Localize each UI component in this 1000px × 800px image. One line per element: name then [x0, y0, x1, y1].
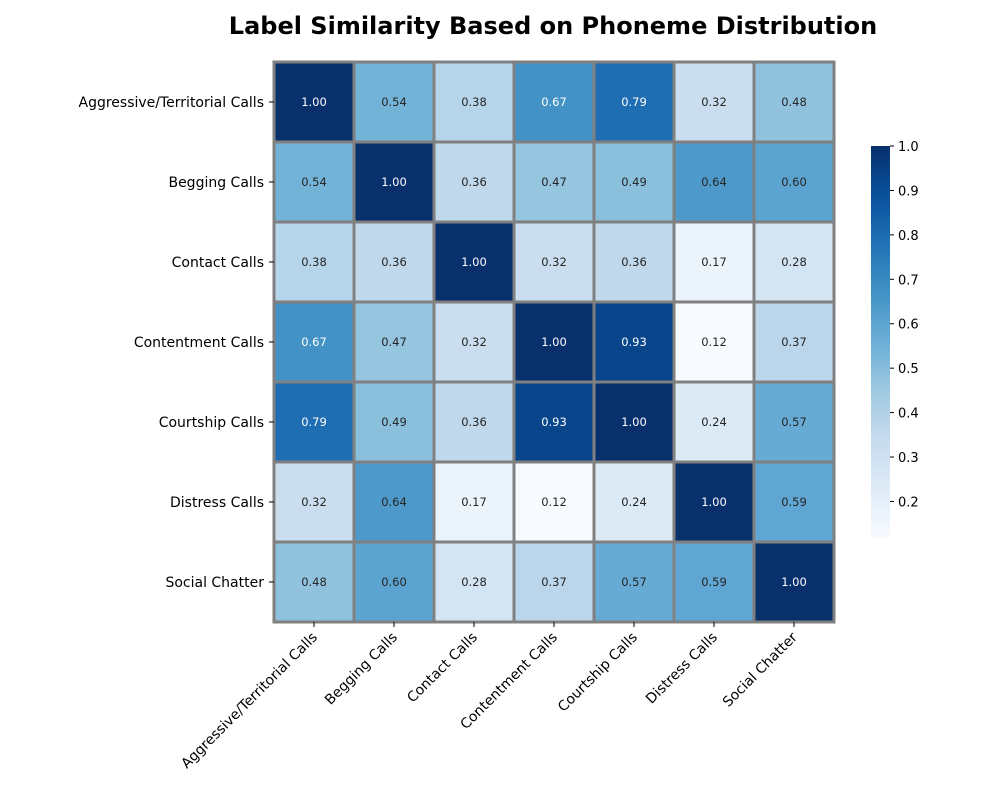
- cell-value-label: 0.36: [461, 415, 487, 429]
- cell-value-label: 0.57: [781, 415, 807, 429]
- colorbar-tick-label: 0.7: [898, 273, 919, 288]
- cell-value-label: 0.64: [701, 175, 727, 189]
- colorbar: 0.2 0.3 0.4 0.5 0.6 0.7 0.8 0.9 1.0: [871, 140, 919, 537]
- y-tick-label: Contentment Calls: [134, 335, 264, 351]
- cell-value-label: 0.38: [301, 255, 327, 269]
- y-tick-label: Distress Calls: [170, 495, 264, 511]
- cell-value-label: 0.32: [301, 495, 327, 509]
- x-tick-label: Social Chatter: [720, 629, 801, 710]
- heatmap-cell: [432, 380, 516, 464]
- cell-value-label: 0.36: [461, 175, 487, 189]
- cell-value-label: 0.54: [381, 95, 407, 109]
- heatmap-cell: [432, 140, 516, 224]
- cell-value-label: 0.60: [781, 175, 807, 189]
- cell-value-label: 0.60: [381, 575, 407, 589]
- x-tick-label: Aggressive/Territorial Calls: [178, 630, 320, 772]
- y-tick-label: Social Chatter: [165, 575, 264, 591]
- colorbar-tick-label: 0.9: [898, 184, 919, 199]
- cell-value-label: 0.67: [301, 335, 327, 349]
- cell-value-label: 0.57: [621, 575, 647, 589]
- cell-value-label: 1.00: [461, 255, 487, 269]
- heatmap-cell: [352, 460, 436, 544]
- heatmap-cells: 1.00 0.54 0.38 0.67 0.79 0.32 0.48 0.54 1.00 0.36…: [272, 60, 836, 624]
- colorbar-tick-label: 0.2: [898, 495, 919, 510]
- cell-value-label: 0.36: [381, 255, 407, 269]
- cell-value-label: 0.49: [381, 415, 407, 429]
- cell-value-label: 0.32: [461, 335, 487, 349]
- x-tick-label: Distress Calls: [643, 630, 721, 708]
- colorbar-gradient: [871, 146, 890, 537]
- cell-value-label: 1.00: [781, 575, 807, 589]
- cell-value-label: 0.28: [781, 255, 807, 269]
- colorbar-tick-label: 0.4: [898, 407, 919, 422]
- x-tick-label: Contact Calls: [404, 630, 481, 707]
- heatmap-cell: [352, 300, 436, 384]
- x-axis: Aggressive/Territorial Calls Begging Call…: [178, 622, 801, 772]
- heatmap-cell: [672, 60, 756, 144]
- heatmap-cell: [432, 220, 516, 304]
- cell-value-label: 1.00: [381, 175, 407, 189]
- heatmap-cell: [272, 380, 356, 464]
- cell-value-label: 0.54: [301, 175, 327, 189]
- cell-value-label: 0.93: [621, 335, 647, 349]
- cell-value-label: 0.48: [301, 575, 327, 589]
- colorbar-tick-label: 0.8: [898, 229, 919, 244]
- heatmap-cell: [752, 460, 836, 544]
- cell-value-label: 0.67: [541, 95, 567, 109]
- x-tick-label: Courtship Calls: [555, 630, 641, 716]
- cell-value-label: 0.32: [701, 95, 727, 109]
- cell-value-label: 0.17: [461, 495, 487, 509]
- y-axis: Aggressive/Territorial Calls Begging Call…: [79, 95, 274, 591]
- colorbar-tick-label: 0.6: [898, 318, 919, 333]
- y-tick-label: Contact Calls: [172, 255, 264, 271]
- heatmap-cell: [672, 300, 756, 384]
- heatmap-cell: [752, 140, 836, 224]
- heatmap-cell: [752, 220, 836, 304]
- heatmap-cell: [672, 540, 756, 624]
- y-tick-label: Aggressive/Territorial Calls: [79, 95, 265, 111]
- heatmap-cell: [512, 540, 596, 624]
- cell-value-label: 0.28: [461, 575, 487, 589]
- x-tick-label: Begging Calls: [322, 630, 401, 709]
- cell-value-label: 0.49: [621, 175, 647, 189]
- cell-value-label: 0.32: [541, 255, 567, 269]
- cell-value-label: 0.36: [621, 255, 647, 269]
- colorbar-tick-label: 0.3: [898, 451, 919, 466]
- chart-title: Label Similarity Based on Phoneme Distri…: [229, 12, 877, 40]
- cell-value-label: 0.48: [781, 95, 807, 109]
- cell-value-label: 1.00: [701, 495, 727, 509]
- cell-value-label: 0.38: [461, 95, 487, 109]
- heatmap-cell: [272, 460, 356, 544]
- heatmap-cell: [752, 540, 836, 624]
- cell-value-label: 1.00: [301, 95, 327, 109]
- y-tick-label: Courtship Calls: [159, 415, 264, 431]
- cell-value-label: 0.47: [541, 175, 567, 189]
- cell-value-label: 0.37: [541, 575, 567, 589]
- cell-value-label: 0.24: [621, 495, 647, 509]
- heatmap-cell: [592, 140, 676, 224]
- cell-value-label: 0.47: [381, 335, 407, 349]
- cell-value-label: 0.93: [541, 415, 567, 429]
- colorbar-tick-label: 0.5: [898, 362, 919, 377]
- cell-value-label: 0.12: [541, 495, 567, 509]
- cell-value-label: 0.79: [301, 415, 327, 429]
- cell-value-label: 0.59: [781, 495, 807, 509]
- cell-value-label: 1.00: [621, 415, 647, 429]
- cell-value-label: 0.79: [621, 95, 647, 109]
- heatmap-cell: [432, 540, 516, 624]
- colorbar-tick-label: 1.0: [898, 140, 919, 155]
- y-tick-label: Begging Calls: [168, 175, 264, 191]
- heatmap-cell: [272, 300, 356, 384]
- heatmap-cell: [352, 220, 436, 304]
- cell-value-label: 0.12: [701, 335, 727, 349]
- cell-value-label: 0.24: [701, 415, 727, 429]
- cell-value-label: 0.37: [781, 335, 807, 349]
- cell-value-label: 1.00: [541, 335, 567, 349]
- heatmap-cell: [592, 220, 676, 304]
- heatmap-cell: [672, 220, 756, 304]
- cell-value-label: 0.59: [701, 575, 727, 589]
- cell-value-label: 0.17: [701, 255, 727, 269]
- cell-value-label: 0.64: [381, 495, 407, 509]
